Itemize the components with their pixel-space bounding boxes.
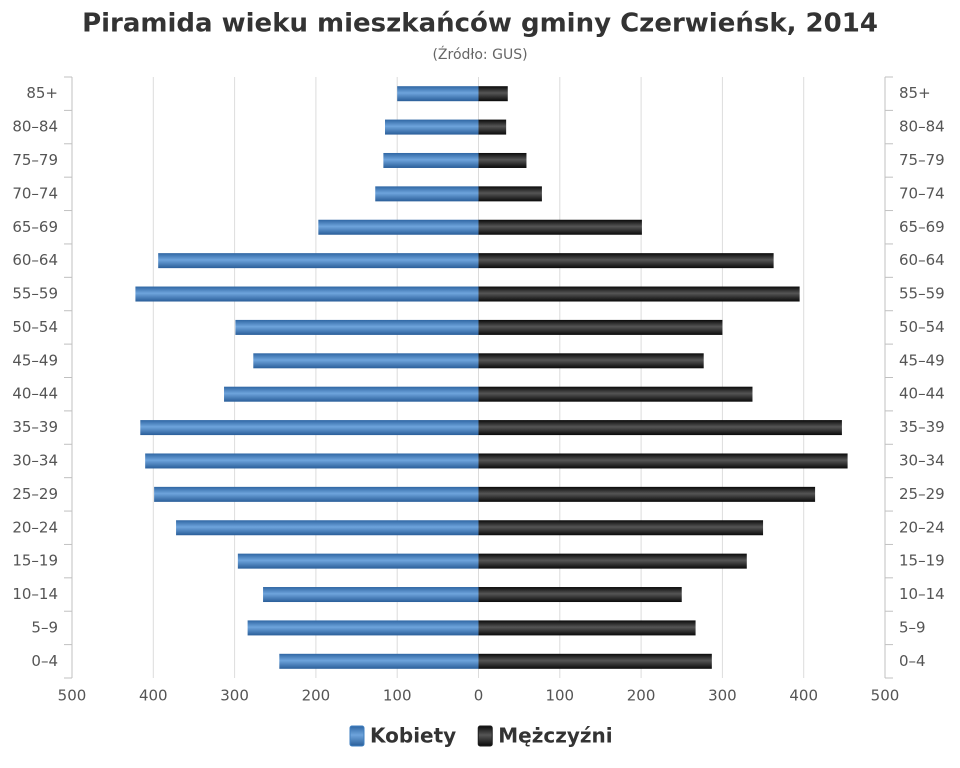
y-tick-label: 20–24 [12,518,58,536]
y-tick-label: 80–84 [899,118,945,136]
y-tick-label: 0–4 [899,652,926,670]
legend-label: Mężczyźni [498,724,612,748]
legend-swatch [349,725,365,747]
y-tick-label: 10–14 [12,585,58,603]
bar [224,386,479,402]
bar [235,319,479,335]
y-tick-label: 30–34 [899,451,945,469]
y-tick-label: 10–14 [899,585,945,603]
chart-title: Piramida wieku mieszkańców gminy Czerwie… [82,9,878,39]
y-tick-label: 5–9 [31,618,58,636]
legend-label: Kobiety [370,724,456,748]
y-tick-label: 65–69 [12,218,58,236]
y-tick-label: 55–59 [12,285,58,303]
bar [279,653,479,669]
bar [318,219,479,235]
y-tick-label: 70–74 [899,184,945,202]
y-tick-label: 0–4 [31,652,58,670]
y-tick-label: 20–24 [899,518,945,536]
y-tick-label: 55–59 [899,285,945,303]
bar [478,520,764,536]
bar [253,353,479,369]
y-tick-label: 65–69 [899,218,945,236]
bar [478,386,753,402]
y-tick-label: 75–79 [12,151,58,169]
y-tick-label: 30–34 [12,451,58,469]
y-tick-label: 60–64 [899,251,945,269]
x-tick-label: 400 [789,687,818,705]
bar [176,520,479,536]
bar [237,553,479,569]
bar [154,486,479,502]
x-tick-label: 300 [708,687,737,705]
bar [478,453,848,469]
bar [478,553,747,569]
y-tick-label: 25–29 [12,485,58,503]
bar [478,353,704,369]
y-tick-label: 35–39 [899,418,945,436]
y-tick-label: 80–84 [12,118,58,136]
y-tick-label: 50–54 [899,318,945,336]
y-tick-label: 15–19 [12,552,58,570]
chart-subtitle: (Źródło: GUS) [432,45,527,63]
x-tick-label: 300 [220,687,249,705]
bar [478,186,542,202]
bar [478,319,723,335]
bar [158,253,479,269]
bar [478,86,508,102]
x-tick-label: 0 [474,687,484,705]
bar [140,420,479,436]
bar [478,486,816,502]
bar [385,119,479,135]
bar [478,286,800,302]
y-tick-label: 40–44 [12,385,58,403]
bar [478,219,642,235]
y-tick-label: 60–64 [12,251,58,269]
x-tick-label: 400 [139,687,168,705]
bar [478,119,507,135]
bar [478,653,712,669]
y-tick-label: 75–79 [899,151,945,169]
bar [135,286,479,302]
x-tick-label: 500 [871,687,900,705]
bar [478,420,842,436]
y-tick-label: 35–39 [12,418,58,436]
y-tick-label: 85+ [26,84,58,102]
x-tick-label: 200 [627,687,656,705]
y-tick-label: 15–19 [899,552,945,570]
bar [383,152,479,168]
bar [478,620,696,636]
x-tick-label: 100 [545,687,574,705]
y-tick-label: 25–29 [899,485,945,503]
x-tick-label: 200 [302,687,331,705]
x-tick-label: 100 [383,687,412,705]
y-tick-label: 5–9 [899,618,926,636]
bar [397,86,479,102]
y-tick-label: 70–74 [12,184,58,202]
bar [247,620,479,636]
bar [145,453,479,469]
legend-swatch [477,725,493,747]
bar [375,186,479,202]
y-tick-label: 85+ [899,84,931,102]
bar [478,152,527,168]
y-tick-label: 45–49 [899,351,945,369]
y-tick-label: 45–49 [12,351,58,369]
bar [478,253,774,269]
x-tick-label: 500 [58,687,87,705]
y-tick-label: 50–54 [12,318,58,336]
bar [478,587,682,603]
y-tick-label: 40–44 [899,385,945,403]
bar [263,587,479,603]
